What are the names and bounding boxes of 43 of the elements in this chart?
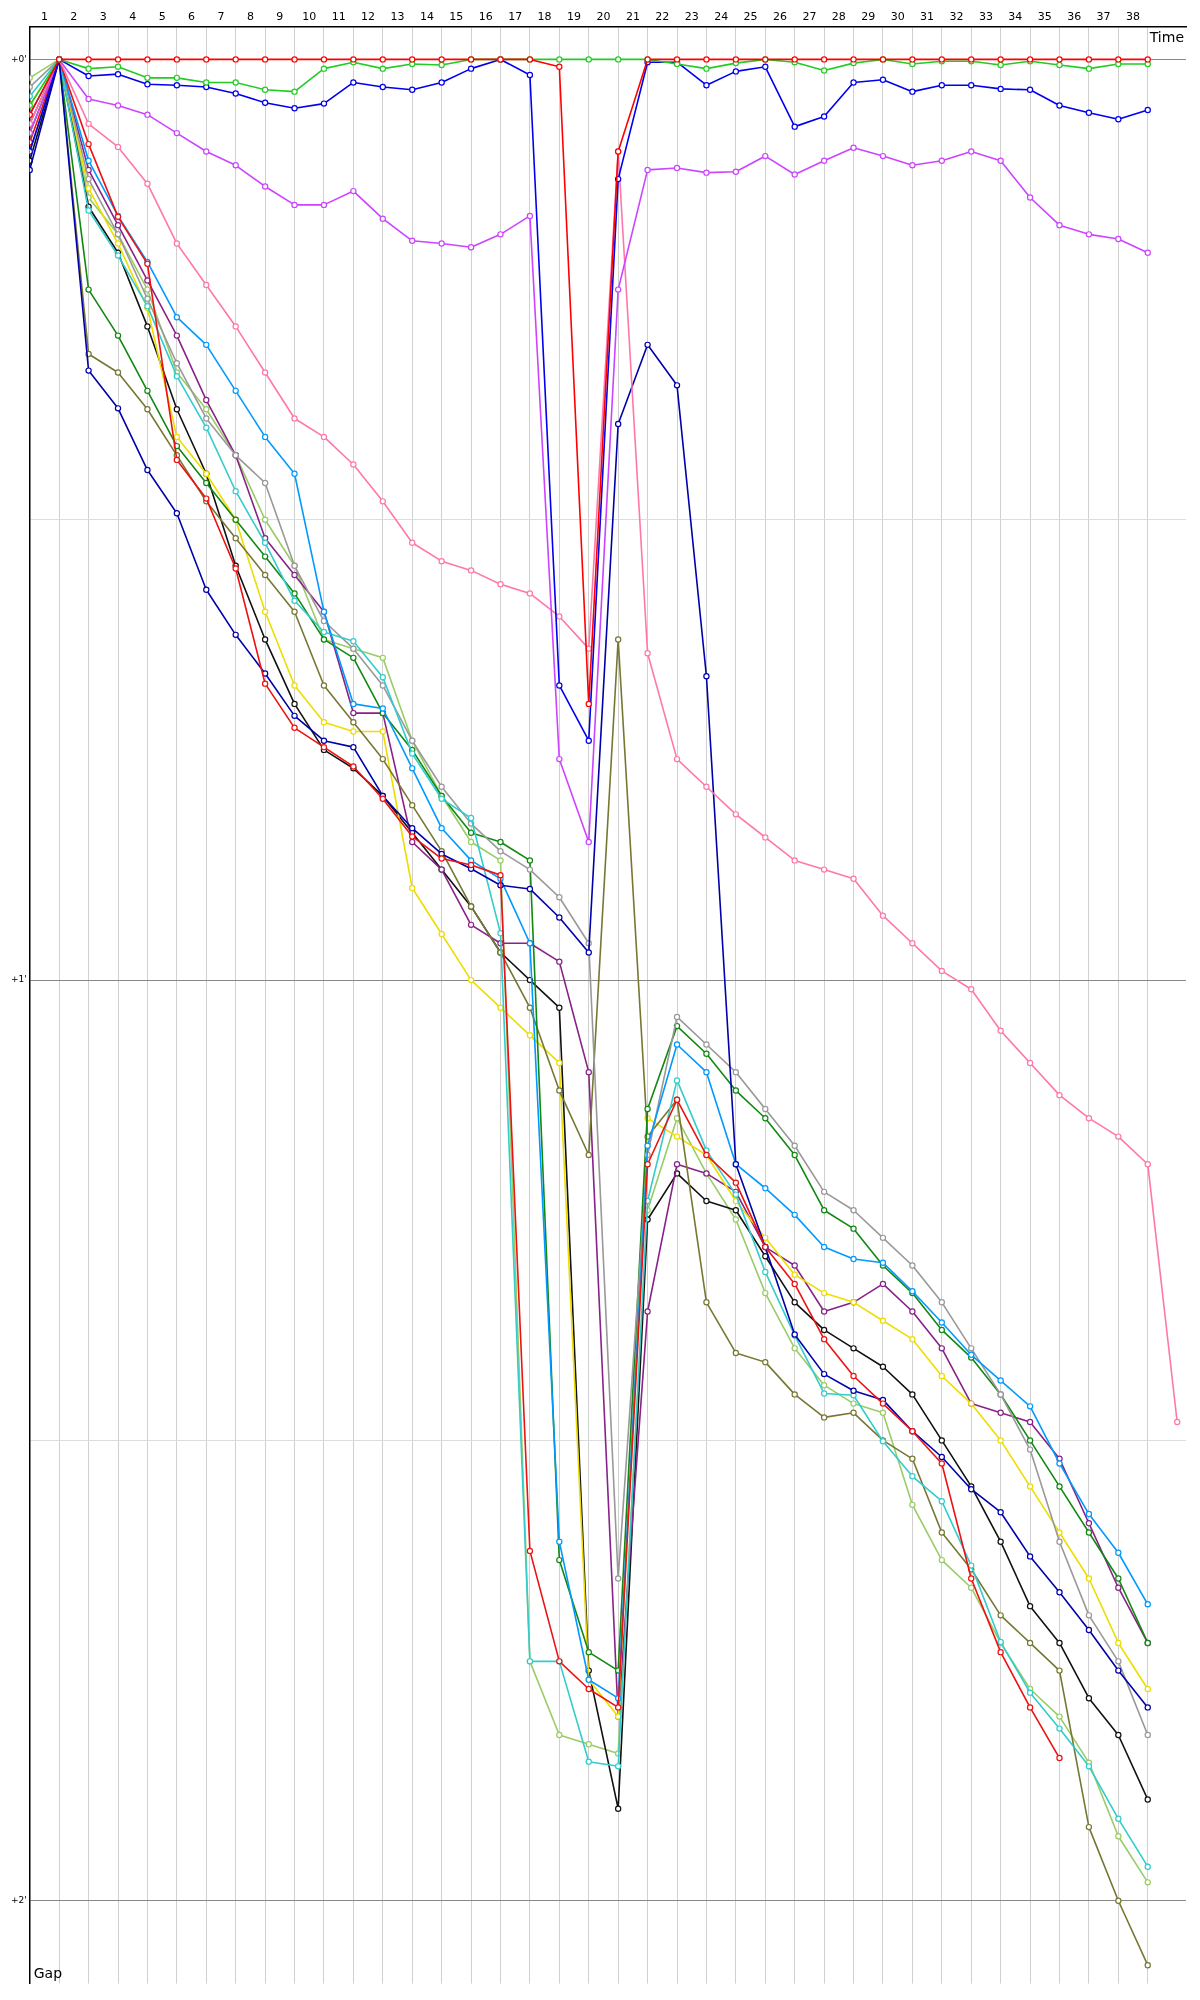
x-tick-label: 4: [129, 10, 137, 24]
x-tick-label: 20: [596, 10, 611, 24]
x-tick-label: 23: [684, 10, 699, 24]
x-tick-label: 29: [861, 10, 876, 24]
x-tick-label: 17: [508, 10, 523, 24]
x-tick-label: 15: [449, 10, 464, 24]
x-tick-label: 1: [40, 10, 48, 24]
x-tick-label: 14: [419, 10, 434, 24]
x-tick-label: 12: [361, 10, 376, 24]
y-tick-label: +1': [10, 974, 27, 985]
x-tick-label: 31: [920, 10, 935, 24]
x-tick-label: 35: [1037, 10, 1052, 24]
x-tick-label: 21: [625, 10, 640, 24]
y-axis-title: Gap: [33, 1965, 63, 1982]
x-tick-label: 10: [302, 10, 317, 24]
x-tick-label: 7: [217, 10, 225, 24]
x-tick-label: 24: [714, 10, 729, 24]
x-tick-label: 22: [655, 10, 670, 24]
x-tick-label: 27: [802, 10, 817, 24]
x-tick-label: 5: [158, 10, 166, 24]
x-tick-label: 9: [276, 10, 284, 24]
y-tick-label: +2': [10, 1895, 27, 1906]
x-tick-label: 25: [743, 10, 758, 24]
x-tick-label: 16: [478, 10, 493, 24]
x-tick-label: 37: [1096, 10, 1111, 24]
x-tick-label: 36: [1067, 10, 1082, 24]
x-tick-label: 26: [772, 10, 787, 24]
y-tick-label: +0': [10, 53, 27, 64]
x-tick-label: 2: [70, 10, 78, 24]
x-tick-label: 6: [188, 10, 196, 24]
x-tick-label: 11: [331, 10, 346, 24]
x-tick-label: 28: [831, 10, 846, 24]
x-tick-label: 13: [390, 10, 405, 24]
x-tick-label: 3: [99, 10, 107, 24]
x-axis-title: Time: [1148, 28, 1184, 45]
x-tick-label: 19: [567, 10, 582, 24]
x-tick-label: 33: [978, 10, 993, 24]
x-tick-label: 38: [1126, 10, 1141, 24]
x-tick-label: 8: [246, 10, 254, 24]
x-tick-label: 34: [1008, 10, 1023, 24]
x-tick-label: 18: [537, 10, 552, 24]
x-tick-label: 32: [949, 10, 964, 24]
x-tick-label: 30: [890, 10, 905, 24]
